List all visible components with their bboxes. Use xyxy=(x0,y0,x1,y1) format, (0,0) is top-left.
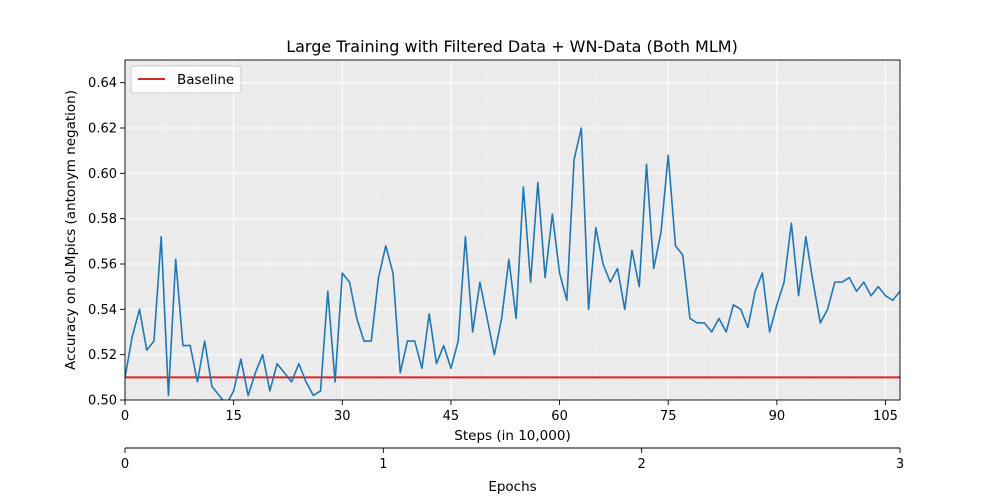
plot-frame xyxy=(124,59,901,401)
epoch-axis-label: Epochs xyxy=(488,479,536,495)
epoch-tick-label: 2 xyxy=(638,457,646,472)
x-axis-label: Steps (in 10,000) xyxy=(454,428,570,444)
legend-box xyxy=(130,65,242,94)
x-tick-label: 0 xyxy=(121,409,129,424)
x-tick-label: 45 xyxy=(443,409,460,424)
y-tick-label: 0.52 xyxy=(88,348,117,363)
y-tick-label: 0.54 xyxy=(88,303,117,318)
x-tick-label: 30 xyxy=(334,409,351,424)
y-tick-label: 0.62 xyxy=(88,122,117,137)
x-tick-label: 105 xyxy=(873,409,898,424)
legend-label-baseline: Baseline xyxy=(177,72,234,88)
series-line-0 xyxy=(125,127,900,400)
epoch-tick-label: 0 xyxy=(121,457,129,472)
x-tick-label: 90 xyxy=(769,409,786,424)
y-tick-label: 0.58 xyxy=(88,212,117,227)
legend: Baseline xyxy=(130,65,242,94)
y-tick-label: 0.64 xyxy=(88,76,117,91)
epoch-tick-label: 1 xyxy=(379,457,387,472)
x-tick-label: 15 xyxy=(225,409,242,424)
epoch-axis: 0 1 2 3 xyxy=(121,447,904,472)
axes: 0.50 0.52 0.54 0.56 0.58 0.60 0.62 0.64 0 15 30 45 6… xyxy=(88,59,901,424)
x-tick-label: 75 xyxy=(660,409,677,424)
y-tick-label: 0.60 xyxy=(88,167,117,182)
chart-title: Large Training with Filtered Data + WN-D… xyxy=(286,37,738,56)
x-tick-label: 60 xyxy=(551,409,568,424)
epoch-tick-label: 3 xyxy=(896,457,904,472)
series-layer xyxy=(125,127,900,400)
y-axis-label: Accuracy on oLMpics (antonym negation) xyxy=(63,90,79,370)
y-tick-label: 0.56 xyxy=(88,258,117,273)
y-tick-label: 0.50 xyxy=(88,394,117,409)
